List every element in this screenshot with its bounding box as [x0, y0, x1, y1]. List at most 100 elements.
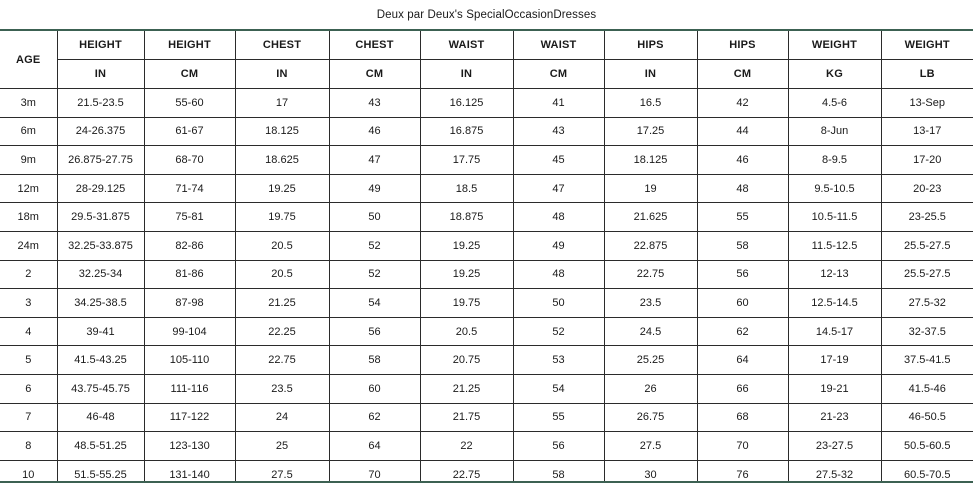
cell-measure: 21.25 [419, 373, 514, 404]
cell-measure: 21.75 [419, 402, 514, 433]
cell-measure: 27.5 [234, 459, 330, 481]
cell-measure: 24-26.375 [56, 116, 145, 147]
cell-measure: 44 [696, 116, 789, 147]
cell-age: 3 [0, 288, 58, 318]
header-unit-8: KG [787, 59, 882, 89]
cell-measure: 18.875 [419, 202, 514, 232]
table-row: 4 39-41 99-104 22.25 56 20.5 52 24.5 62 14.5-17 32… [0, 316, 973, 347]
cell-measure: 39-41 [56, 316, 145, 347]
cell-measure: 52 [328, 259, 421, 290]
cell-measure: 25.5-27.5 [880, 259, 973, 290]
cell-measure: 26.75 [603, 402, 698, 433]
cell-measure: 48 [512, 259, 605, 290]
header-unit-6: IN [603, 59, 698, 89]
table-row: 10 51.5-55.25 131-140 27.5 70 22.75 58 30 76 27.5… [0, 459, 973, 481]
cell-measure: 105-110 [143, 345, 236, 375]
cell-measure: 49 [512, 230, 605, 261]
cell-age: 5 [0, 345, 58, 375]
cell-measure: 68 [696, 402, 789, 433]
cell-measure: 20.75 [419, 345, 514, 375]
cell-measure: 17.25 [603, 116, 698, 147]
cell-measure: 54 [512, 373, 605, 404]
header-row-unit: IN CM IN CM IN CM IN CM KG LB [0, 59, 973, 89]
cell-measure: 24 [234, 402, 330, 433]
cell-measure: 48 [696, 173, 789, 204]
cell-measure: 41.5-43.25 [56, 345, 145, 375]
cell-measure: 46-48 [56, 402, 145, 433]
title-band: Deux par Deux's SpecialOccasionDresses [0, 0, 973, 31]
header-unit-3: CM [328, 59, 421, 89]
cell-measure: 23-27.5 [787, 431, 882, 461]
header-group-5: WAIST [512, 31, 605, 60]
cell-measure: 25 [234, 431, 330, 461]
cell-measure: 43 [512, 116, 605, 147]
cell-measure: 8-9.5 [787, 145, 882, 175]
cell-measure: 19.75 [419, 288, 514, 318]
cell-measure: 52 [512, 316, 605, 347]
cell-measure: 27.5 [603, 431, 698, 461]
cell-measure: 10.5-11.5 [787, 202, 882, 232]
cell-measure: 19 [603, 173, 698, 204]
cell-measure: 16.5 [603, 88, 698, 118]
cell-age: 12m [0, 173, 58, 204]
cell-age: 10 [0, 459, 58, 481]
cell-measure: 47 [512, 173, 605, 204]
cell-measure: 34.25-38.5 [56, 288, 145, 318]
table-row: 5 41.5-43.25 105-110 22.75 58 20.75 53 25.25 64 1… [0, 345, 973, 375]
cell-measure: 64 [328, 431, 421, 461]
header-group-2: CHEST [234, 31, 330, 60]
cell-age: 18m [0, 202, 58, 232]
cell-measure: 30 [603, 459, 698, 481]
cell-measure: 32.25-34 [56, 259, 145, 290]
cell-measure: 18.125 [234, 116, 330, 147]
cell-measure: 131-140 [143, 459, 236, 481]
cell-measure: 24.5 [603, 316, 698, 347]
cell-age: 7 [0, 402, 58, 433]
cell-measure: 55 [512, 402, 605, 433]
cell-measure: 8-Jun [787, 116, 882, 147]
bottom-accent-rule [0, 481, 973, 488]
cell-measure: 75-81 [143, 202, 236, 232]
header-unit-2: IN [234, 59, 330, 89]
cell-age: 9m [0, 145, 58, 175]
cell-measure: 60 [328, 373, 421, 404]
cell-measure: 81-86 [143, 259, 236, 290]
table-row: 3 34.25-38.5 87-98 21.25 54 19.75 50 23.5 60 12.5… [0, 288, 973, 318]
cell-measure: 23.5 [234, 373, 330, 404]
header-group-6: HIPS [603, 31, 698, 60]
header-group-7: HIPS [696, 31, 789, 60]
cell-measure: 26.875-27.75 [56, 145, 145, 175]
cell-measure: 60 [696, 288, 789, 318]
table-body: 3m 21.5-23.5 55-60 17 43 16.125 41 16.5 42 4.5-6 1… [0, 88, 973, 481]
table-row: 24m 32.25-33.875 82-86 20.5 52 19.25 49 22.875 5… [0, 230, 973, 261]
cell-measure: 17.75 [419, 145, 514, 175]
cell-measure: 47 [328, 145, 421, 175]
table-header: AGE HEIGHT HEIGHT CHEST CHEST WAIST WAIS… [0, 31, 973, 89]
cell-measure: 49 [328, 173, 421, 204]
cell-measure: 22.75 [234, 345, 330, 375]
cell-measure: 46 [328, 116, 421, 147]
cell-measure: 82-86 [143, 230, 236, 261]
cell-measure: 117-122 [143, 402, 236, 433]
cell-measure: 13-17 [880, 116, 973, 147]
header-unit-0: IN [57, 59, 145, 89]
cell-measure: 41 [512, 88, 605, 118]
cell-measure: 29.5-31.875 [56, 202, 145, 232]
cell-age: 3m [0, 88, 58, 118]
cell-measure: 50 [328, 202, 421, 232]
cell-measure: 20.5 [234, 230, 330, 261]
cell-measure: 51.5-55.25 [56, 459, 145, 481]
cell-measure: 99-104 [143, 316, 236, 347]
header-group-3: CHEST [328, 31, 421, 60]
table-row: 18m 29.5-31.875 75-81 19.75 50 18.875 48 21.625… [0, 202, 973, 232]
table-row: 3m 21.5-23.5 55-60 17 43 16.125 41 16.5 42 4.5-6 1… [0, 88, 973, 118]
cell-measure: 32-37.5 [880, 316, 973, 347]
cell-measure: 22.25 [234, 316, 330, 347]
cell-measure: 52 [328, 230, 421, 261]
cell-measure: 58 [696, 230, 789, 261]
cell-measure: 32.25-33.875 [56, 230, 145, 261]
cell-measure: 12.5-14.5 [787, 288, 882, 318]
cell-age: 24m [0, 230, 58, 261]
cell-measure: 42 [696, 88, 789, 118]
cell-measure: 19.25 [419, 230, 514, 261]
